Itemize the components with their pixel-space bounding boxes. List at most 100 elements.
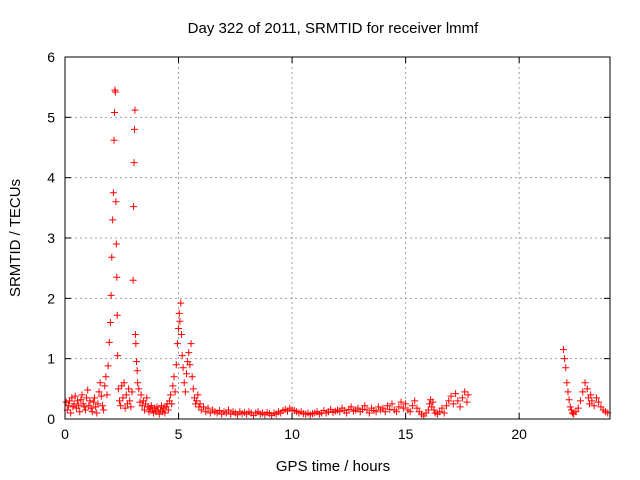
data-point [196, 400, 204, 408]
data-point [75, 402, 83, 410]
data-point [171, 388, 179, 396]
data-point [187, 340, 195, 348]
data-point [408, 402, 416, 410]
data-point [88, 408, 96, 416]
data-point [565, 396, 573, 404]
data-point [130, 203, 138, 211]
data-point [64, 402, 72, 410]
data-point [137, 391, 145, 399]
axis-ticks [64, 56, 610, 420]
data-point [81, 406, 89, 414]
data-point [188, 373, 196, 381]
data-point [133, 358, 141, 366]
data-point [127, 403, 135, 411]
data-point [170, 373, 178, 381]
data-point [68, 394, 76, 402]
data-point [454, 397, 462, 405]
tick-labels: 0 5 10 15 20 0 1 2 3 4 5 6 [47, 49, 527, 442]
x-tick-label: 15 [398, 426, 414, 442]
x-tick-label: 20 [511, 426, 527, 442]
data-point [73, 397, 81, 405]
data-point [180, 379, 188, 387]
data-point [107, 291, 115, 299]
data-point [572, 408, 580, 416]
data-point [129, 276, 137, 284]
data-point [108, 253, 116, 261]
data-point [452, 390, 460, 398]
data-point [204, 404, 212, 412]
data-point [395, 403, 403, 411]
data-point [595, 398, 603, 406]
data-point [125, 385, 133, 393]
data-point [193, 397, 201, 405]
data-point [402, 400, 410, 408]
data-point [354, 404, 362, 412]
data-point [96, 379, 104, 387]
data-point [105, 338, 113, 346]
data-point [436, 408, 444, 416]
y-tick-label: 3 [47, 230, 55, 246]
data-point [79, 400, 87, 408]
data-point [138, 402, 146, 410]
data-point [445, 397, 453, 405]
data-point [87, 404, 95, 412]
data-point [121, 404, 129, 412]
data-point [94, 400, 102, 408]
data-point [111, 109, 119, 117]
data-point [116, 397, 123, 405]
data-point [114, 385, 122, 393]
x-tick-label: 10 [284, 426, 300, 442]
data-point [78, 391, 86, 399]
data-point [173, 340, 181, 348]
data-point [132, 340, 140, 348]
data-point [177, 299, 185, 307]
data-point [80, 403, 88, 411]
data-point [440, 409, 448, 417]
data-point [69, 403, 77, 411]
data-point [83, 394, 91, 402]
data-point [587, 391, 595, 399]
data-point [153, 403, 161, 411]
data-point [574, 404, 582, 412]
y-axis-title: SRMTID / TECUs [7, 179, 24, 297]
y-tick-label: 1 [47, 351, 55, 367]
data-point [581, 379, 589, 387]
data-point [461, 388, 469, 396]
grid-lines [65, 57, 610, 419]
data-point [89, 398, 97, 406]
data-point [178, 352, 186, 360]
data-point [97, 392, 105, 400]
data-point [161, 409, 169, 417]
data-point [569, 409, 577, 417]
data-point [347, 403, 355, 411]
y-tick-label: 0 [47, 411, 55, 427]
data-point [104, 362, 112, 370]
data-point [438, 404, 446, 412]
data-point [102, 373, 110, 381]
data-point [399, 404, 407, 412]
data-point [95, 388, 103, 396]
data-point [182, 370, 190, 378]
data-point [98, 402, 106, 410]
y-tick-label: 4 [47, 170, 55, 186]
data-point [100, 406, 108, 414]
data-point [111, 88, 119, 96]
data-point [381, 408, 389, 416]
data-point [189, 385, 197, 393]
data-point [134, 379, 142, 387]
data-point [225, 406, 232, 414]
data-point [106, 318, 114, 326]
x-tick-label: 0 [61, 426, 69, 442]
data-point [562, 364, 570, 372]
data-point [413, 404, 421, 412]
data-point [117, 402, 125, 410]
data-point [185, 349, 193, 357]
data-point [179, 364, 187, 372]
data-point [336, 408, 344, 416]
data-point [430, 406, 438, 414]
data-point [164, 406, 172, 414]
data-point [579, 388, 587, 396]
data-point [365, 409, 373, 417]
